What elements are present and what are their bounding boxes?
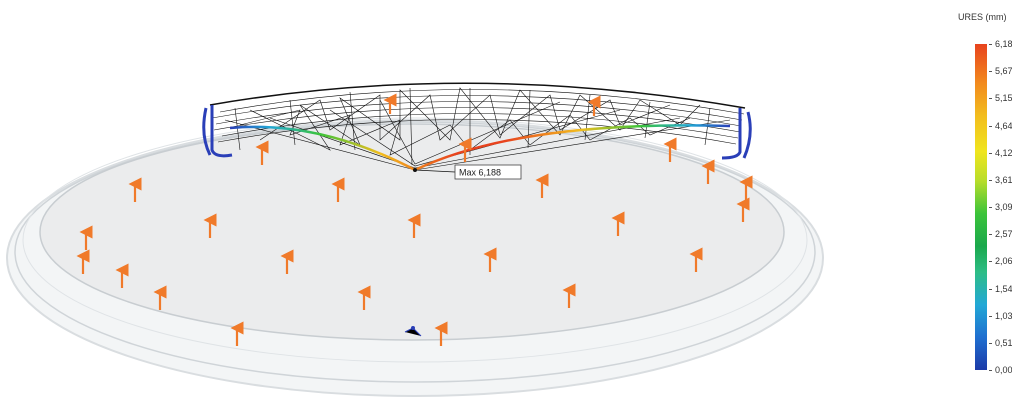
tick-mark — [989, 370, 992, 371]
tick-label: 2,578 — [995, 229, 1012, 240]
tick-label: 4,641 — [995, 120, 1012, 131]
deformation-edge — [229, 124, 731, 172]
legend-tick: 1,547 — [989, 284, 1012, 294]
legend-tick: 5,157 — [989, 93, 1012, 103]
max-marker: Max 6,188 — [413, 164, 522, 180]
legend-tick: 2,578 — [989, 229, 1012, 239]
tick-mark — [989, 234, 992, 236]
tick-label: 6,188 — [995, 39, 1012, 49]
tick-label: 3,094 — [995, 202, 1012, 212]
color-scale-bar — [975, 44, 987, 370]
max-label: Max 6,188 — [459, 168, 501, 178]
result-legend: URES (mm) 6,188 5,672 5,157 4,641 4,125 3,610… — [930, 0, 1012, 400]
tick-mark — [989, 288, 992, 290]
bottom-fixture-marker — [404, 326, 422, 337]
tick-mark — [989, 261, 992, 263]
fea-model-view: Max 6,188 — [6, 82, 824, 397]
tick-label: 5,672 — [995, 66, 1012, 77]
tick-label: 2,063 — [995, 256, 1012, 267]
legend-tick: 0,516 — [989, 338, 1012, 348]
legend-tick: 0,000 — [989, 365, 1012, 375]
tick-mark — [989, 342, 992, 344]
legend-tick: 4,641 — [989, 121, 1012, 131]
legend-tick: 4,125 — [989, 148, 1012, 158]
tick-label: 0,000 — [995, 365, 1012, 375]
tick-label: 4,125 — [995, 147, 1012, 158]
legend-tick: 5,672 — [989, 66, 1012, 76]
legend-tick: 6,188 — [989, 39, 1012, 49]
tick-mark — [989, 98, 992, 100]
legend-tick: 3,094 — [989, 202, 1012, 212]
tick-label: 1,547 — [995, 283, 1012, 294]
tick-label: 5,157 — [995, 93, 1012, 104]
legend-tick: 3,610 — [989, 175, 1012, 185]
tick-mark — [989, 125, 992, 127]
tick-label: 1,031 — [995, 310, 1012, 321]
legend-title: URES (mm) — [958, 12, 1007, 22]
model-viewport[interactable]: Max 6,188 — [0, 0, 920, 400]
pressure-arrows — [76, 93, 753, 346]
tick-label: 0,516 — [995, 337, 1012, 348]
legend-tick: 2,063 — [989, 256, 1012, 266]
tick-mark — [989, 207, 992, 208]
fixture-right — [721, 108, 752, 160]
tick-mark — [989, 44, 992, 45]
fixture-left — [202, 105, 233, 158]
tick-mark — [989, 152, 992, 154]
tick-label: 3,610 — [995, 174, 1012, 185]
wireframe-dome — [209, 82, 746, 171]
legend-tick: 1,031 — [989, 311, 1012, 321]
tick-mark — [989, 71, 992, 73]
tick-mark — [989, 179, 992, 181]
base-plate — [39, 123, 785, 341]
tick-mark — [989, 315, 992, 317]
